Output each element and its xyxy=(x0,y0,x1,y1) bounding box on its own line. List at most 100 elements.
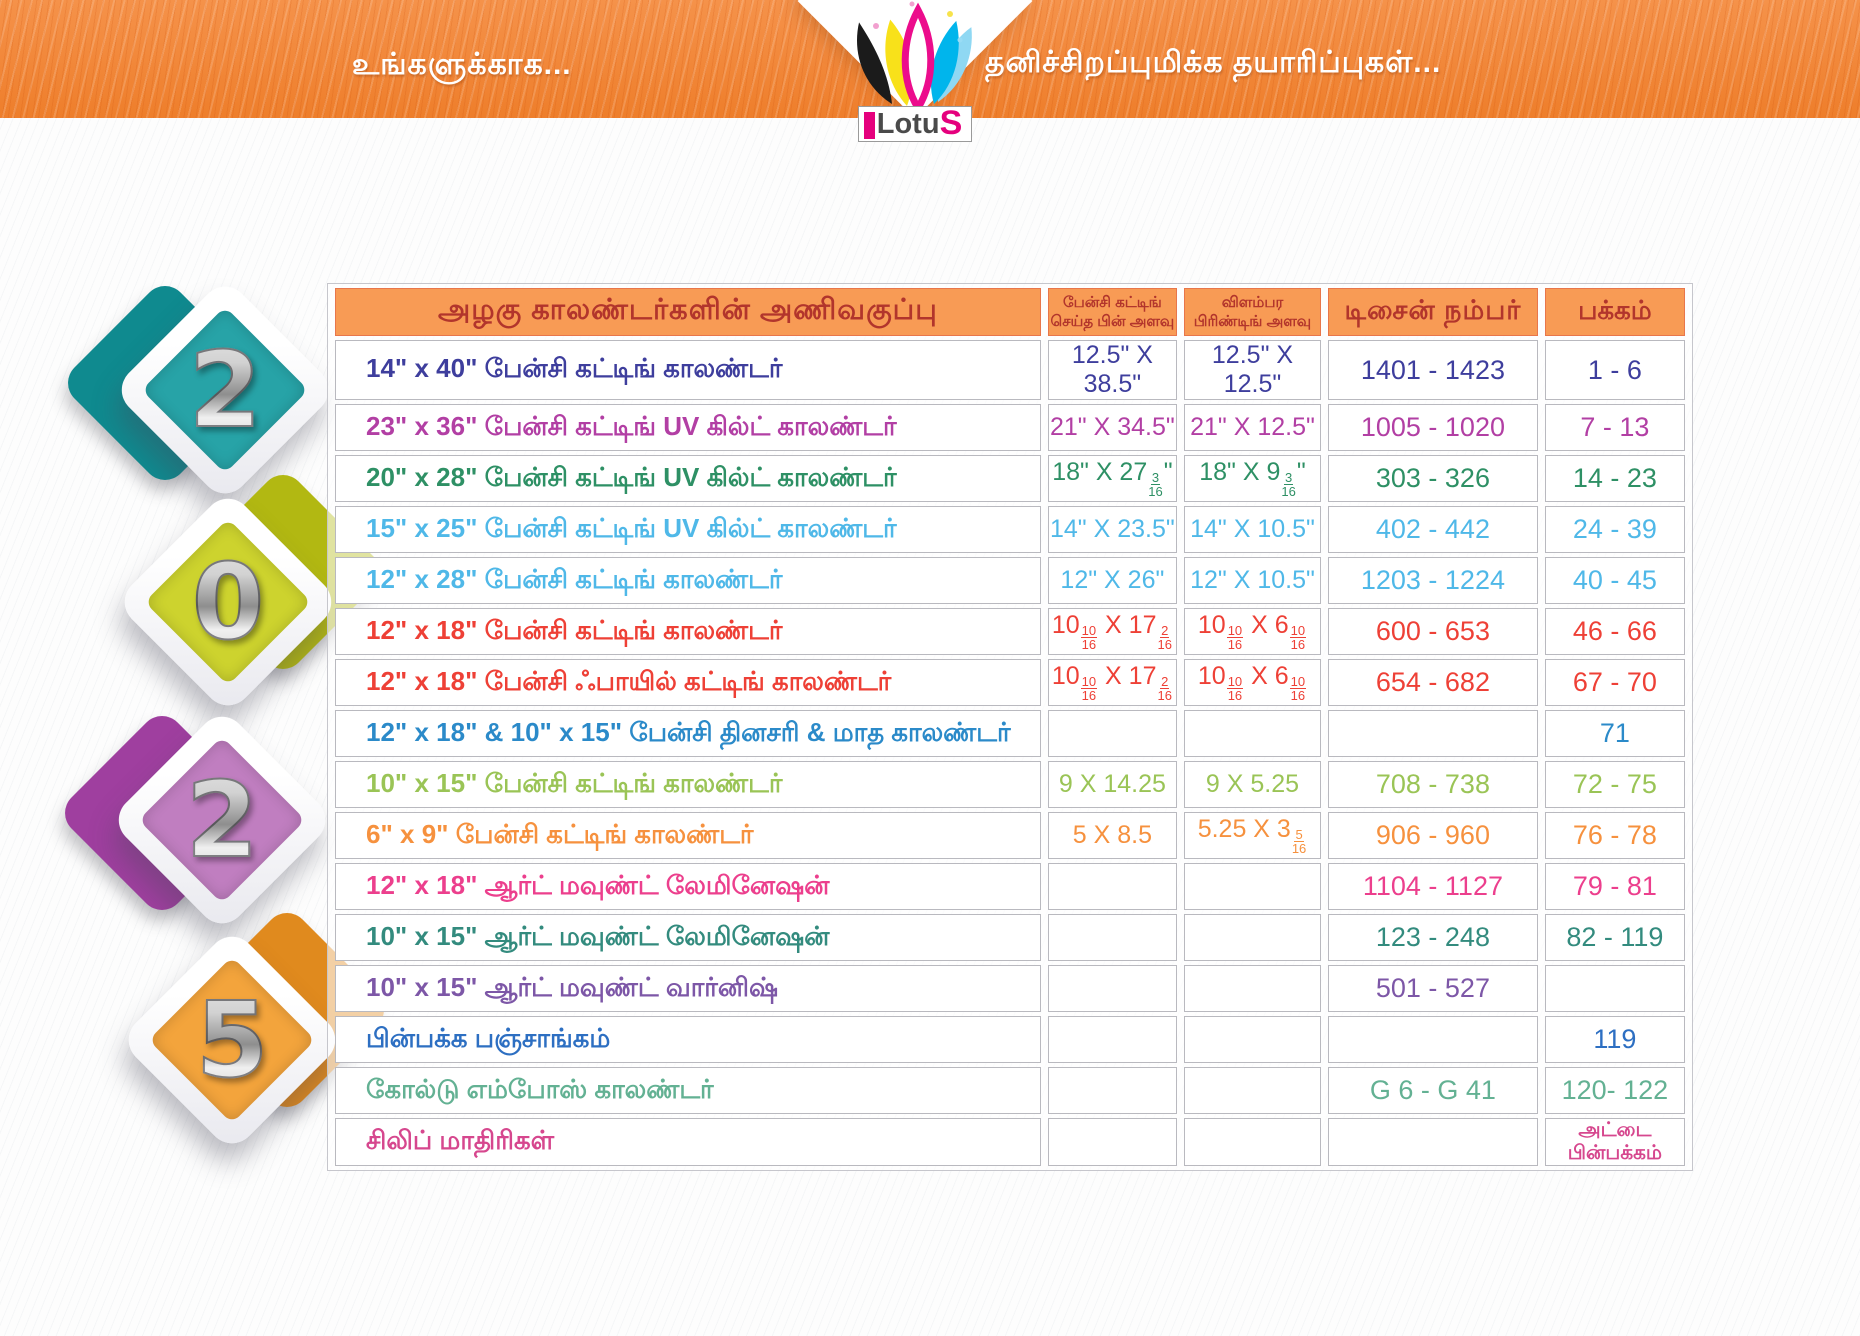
page-range: 40 - 45 xyxy=(1544,557,1685,604)
page-range: 71 xyxy=(1544,710,1685,757)
table-row: 10" x 15" ஆர்ட் மவுண்ட் லேமினேஷன் 123 - 2… xyxy=(335,914,1685,961)
logo-wordmark: Lotu S xyxy=(857,104,973,142)
page-range: 82 - 119 xyxy=(1544,914,1685,961)
page-range: 79 - 81 xyxy=(1544,863,1685,910)
cut-size: 12.5" X 38.5" xyxy=(1047,340,1177,400)
lotus-flower-icon xyxy=(857,1,972,112)
table-row: 12" x 18" ஆர்ட் மவுண்ட் லேமினேஷன் 1104 - … xyxy=(335,863,1685,910)
page-range: 76 - 78 xyxy=(1544,812,1685,859)
year-digit-badge: 2 xyxy=(58,275,340,505)
table-row: 10" x 15" ஆர்ட் மவுண்ட் வார்னிஷ் 501 - 52… xyxy=(335,965,1685,1012)
table-row: 12" x 18" பேன்சி ஃபாயில் கட்டிங் காலண்டர… xyxy=(335,659,1685,706)
page-range: 72 - 75 xyxy=(1544,761,1685,808)
col-header-design-number: டிசைன் நம்பர் xyxy=(1328,288,1538,336)
product-name: கோல்டு எம்போஸ் காலண்டர் xyxy=(335,1067,1041,1114)
cut-size xyxy=(1047,1016,1177,1063)
year-digit-badge: 0 xyxy=(113,465,390,717)
design-number: 1104 - 1127 xyxy=(1328,863,1538,910)
cut-size xyxy=(1047,1118,1177,1166)
product-name: சிலிப் மாதிரிகள் xyxy=(335,1118,1041,1166)
col-header-lineup: அழகு காலண்டர்களின் அணிவகுப்பு xyxy=(335,288,1041,336)
print-size: 12" X 10.5" xyxy=(1183,557,1322,604)
col-header-page: பக்கம் xyxy=(1544,288,1685,336)
table-row: 12" x 18" பேன்சி கட்டிங் காலண்டர் 10 10 16 … xyxy=(335,608,1685,655)
product-name: பின்பக்க பஞ்சாங்கம் xyxy=(335,1016,1041,1063)
cut-size: 12" X 26" xyxy=(1047,557,1177,604)
design-number: 123 - 248 xyxy=(1328,914,1538,961)
year-digit: 0 xyxy=(113,487,343,717)
print-size xyxy=(1183,1016,1322,1063)
product-name: 20" x 28" பேன்சி கட்டிங் UV கில்ட் காலண்… xyxy=(335,455,1041,502)
page-range: 24 - 39 xyxy=(1544,506,1685,553)
header-left-tagline: உங்களுக்காக... xyxy=(352,48,572,81)
print-size: 21" X 12.5" xyxy=(1183,404,1322,451)
print-size: 9 X 5.25 xyxy=(1183,761,1322,808)
logo-text-prefix: Lotu xyxy=(876,107,940,140)
cut-size: 9 X 14.25 xyxy=(1047,761,1177,808)
page-range: 7 - 13 xyxy=(1544,404,1685,451)
design-number: 1005 - 1020 xyxy=(1328,404,1538,451)
product-name: 12" x 18" பேன்சி ஃபாயில் கட்டிங் காலண்டர… xyxy=(335,659,1041,706)
table-row: கோல்டு எம்போஸ் காலண்டர் G 6 - G 41 120- 12… xyxy=(335,1067,1685,1114)
col-header-cut-size: பேன்சி கட்டிங் செய்த பின் அளவு xyxy=(1047,288,1177,336)
product-name: 23" x 36" பேன்சி கட்டிங் UV கில்ட் காலண்… xyxy=(335,404,1041,451)
design-number xyxy=(1328,1118,1538,1166)
design-number: 906 - 960 xyxy=(1328,812,1538,859)
table-header-row: அழகு காலண்டர்களின் அணிவகுப்பு பேன்சி கட்… xyxy=(335,288,1685,336)
design-number: G 6 - G 41 xyxy=(1328,1067,1538,1114)
product-name: 12" x 18" ஆர்ட் மவுண்ட் லேமினேஷன் xyxy=(335,863,1041,910)
product-name: 12" x 28" பேன்சி கட்டிங் காலண்டர் xyxy=(335,557,1041,604)
cut-size xyxy=(1047,914,1177,961)
table-row: 6" x 9" பேன்சி கட்டிங் காலண்டர் 5 X 8.5 5.… xyxy=(335,812,1685,859)
catalog-table-wrap: அழகு காலண்டர்களின் அணிவகுப்பு பேன்சி கட்… xyxy=(327,283,1693,1171)
product-name: 10" x 15" பேன்சி கட்டிங் காலண்டர் xyxy=(335,761,1041,808)
print-size: 5.25 X 3 5 16 xyxy=(1183,812,1322,859)
page-range: 1 - 6 xyxy=(1544,340,1685,400)
table-row: 12" x 28" பேன்சி கட்டிங் காலண்டர் 12" X 2… xyxy=(335,557,1685,604)
page-range xyxy=(1544,965,1685,1012)
table-row: 10" x 15" பேன்சி கட்டிங் காலண்டர் 9 X 14.… xyxy=(335,761,1685,808)
cut-size: 5 X 8.5 xyxy=(1047,812,1177,859)
page-range: 14 - 23 xyxy=(1544,455,1685,502)
print-size xyxy=(1183,863,1322,910)
print-size xyxy=(1183,1067,1322,1114)
year-digit: 5 xyxy=(117,925,347,1155)
design-number: 501 - 527 xyxy=(1328,965,1538,1012)
cut-size xyxy=(1047,1067,1177,1114)
product-name: 15" x 25" பேன்சி கட்டிங் UV கில்ட் காலண்… xyxy=(335,506,1041,553)
design-number: 303 - 326 xyxy=(1328,455,1538,502)
print-size: 10 10 16 X 6 10 16 xyxy=(1183,608,1322,655)
print-size: 14" X 10.5" xyxy=(1183,506,1322,553)
print-size xyxy=(1183,914,1322,961)
design-number: 1203 - 1224 xyxy=(1328,557,1538,604)
print-size xyxy=(1183,710,1322,757)
design-number: 708 - 738 xyxy=(1328,761,1538,808)
print-size: 10 10 16 X 6 10 16 xyxy=(1183,659,1322,706)
cut-size: 21" X 34.5" xyxy=(1047,404,1177,451)
page-range: 119 xyxy=(1544,1016,1685,1063)
logo-bar-icon xyxy=(863,111,875,139)
design-number xyxy=(1328,1016,1538,1063)
print-size: 12.5" X 12.5" xyxy=(1183,340,1322,400)
print-size xyxy=(1183,965,1322,1012)
lotus-logo: Lotu S xyxy=(822,0,1008,160)
cut-size: 10 10 16 X 17 2 16 xyxy=(1047,608,1177,655)
table-row: பின்பக்க பஞ்சாங்கம் 119 xyxy=(335,1016,1685,1063)
design-number: 600 - 653 xyxy=(1328,608,1538,655)
logo-text-suffix: S xyxy=(939,104,963,142)
page-range: 46 - 66 xyxy=(1544,608,1685,655)
year-digit: 2 xyxy=(110,275,340,505)
print-size xyxy=(1183,1118,1322,1166)
cut-size xyxy=(1047,863,1177,910)
year-digit-badge: 2 xyxy=(55,705,337,935)
catalog-table: அழகு காலண்டர்களின் அணிவகுப்பு பேன்சி கட்… xyxy=(328,284,1692,1170)
col-header-print-size: விளம்பர பிரிண்டிங் அளவு xyxy=(1183,288,1322,336)
design-number: 1401 - 1423 xyxy=(1328,340,1538,400)
table-row: 15" x 25" பேன்சி கட்டிங் UV கில்ட் காலண்… xyxy=(335,506,1685,553)
design-number xyxy=(1328,710,1538,757)
product-name: 10" x 15" ஆர்ட் மவுண்ட் வார்னிஷ் xyxy=(335,965,1041,1012)
design-number: 402 - 442 xyxy=(1328,506,1538,553)
table-row: 23" x 36" பேன்சி கட்டிங் UV கில்ட் காலண்… xyxy=(335,404,1685,451)
product-name: 12" x 18" & 10" x 15" பேன்சி தினசரி & மா… xyxy=(335,710,1041,757)
print-size: 18" X 9 3 16 " xyxy=(1183,455,1322,502)
